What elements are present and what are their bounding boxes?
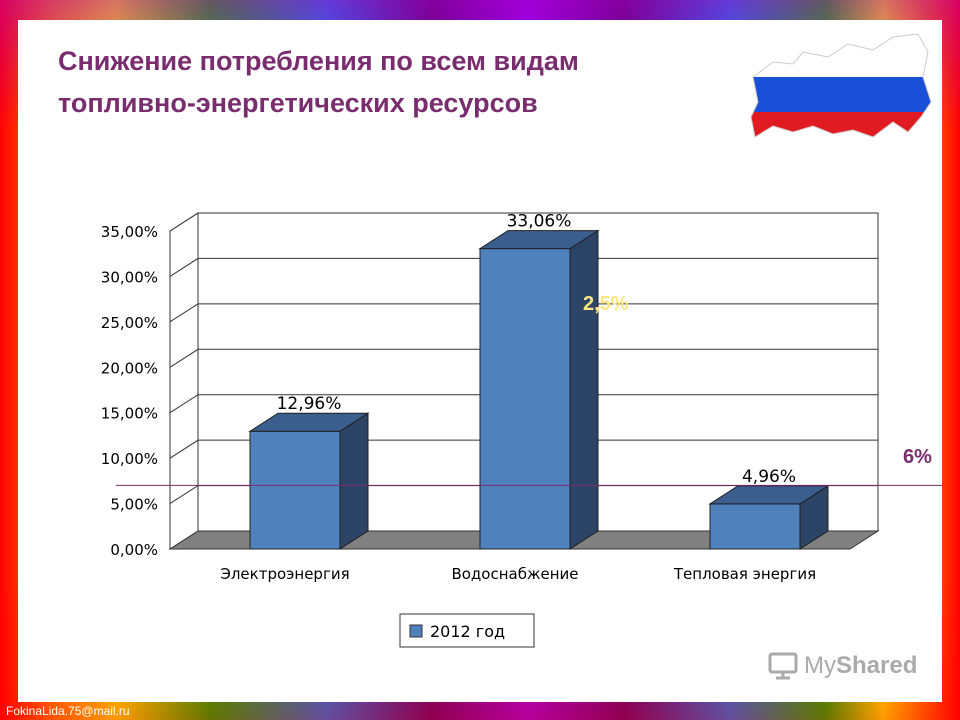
data-label: 4,96%	[742, 467, 796, 487]
presentation-icon	[768, 652, 798, 680]
bar-front	[249, 430, 341, 550]
legend-label: 2012 год	[430, 622, 505, 641]
bar-chart: 0,00% 5,00% 10,00% 15,00% 20,00% 25,00% 30,00%…	[101, 212, 942, 648]
bar-side	[339, 412, 369, 550]
reference-line-label: 6%	[903, 446, 932, 468]
bar-top	[478, 230, 600, 250]
chart-side-wall	[169, 212, 199, 550]
y-tick-label: 0,00%	[110, 541, 158, 559]
bar-top	[248, 412, 370, 432]
brand-my: My	[804, 652, 836, 679]
y-tick-label: 10,00%	[101, 450, 158, 468]
gridline	[169, 303, 878, 323]
gridline	[169, 257, 878, 277]
gridline	[169, 212, 878, 232]
slide: Снижение потребления по всем видам топли…	[18, 20, 942, 702]
x-category-label: Водоснабжение	[451, 565, 578, 583]
data-label: 12,96%	[277, 394, 342, 414]
y-tick-label: 25,00%	[101, 314, 158, 332]
y-tick-label: 30,00%	[101, 268, 158, 286]
legend-swatch	[409, 624, 423, 638]
author-email: FokinaLida.75@mail.ru	[6, 704, 130, 718]
myshared-logo: MyShared	[768, 652, 917, 680]
x-category-label: Тепловая энергия	[673, 565, 816, 583]
y-tick-label: 35,00%	[101, 223, 158, 241]
x-category-label: Электроэнергия	[220, 565, 349, 583]
bar-front	[709, 503, 801, 550]
data-label: 33,06%	[507, 212, 572, 232]
russia-map-flag-icon	[750, 33, 932, 138]
gridline	[169, 394, 878, 414]
faint-percent-label: 2,5%	[583, 293, 629, 315]
y-tick-label: 20,00%	[101, 359, 158, 377]
gridline	[169, 439, 878, 459]
y-tick-label: 15,00%	[101, 405, 158, 423]
brand-shared: Shared	[836, 652, 918, 679]
bar-top	[708, 485, 830, 505]
bar-side	[569, 229, 599, 550]
slide-title: Снижение потребления по всем видам топли…	[58, 46, 579, 118]
gridline	[169, 348, 878, 368]
bar-front	[479, 248, 571, 550]
y-tick-label: 5,00%	[110, 496, 158, 514]
